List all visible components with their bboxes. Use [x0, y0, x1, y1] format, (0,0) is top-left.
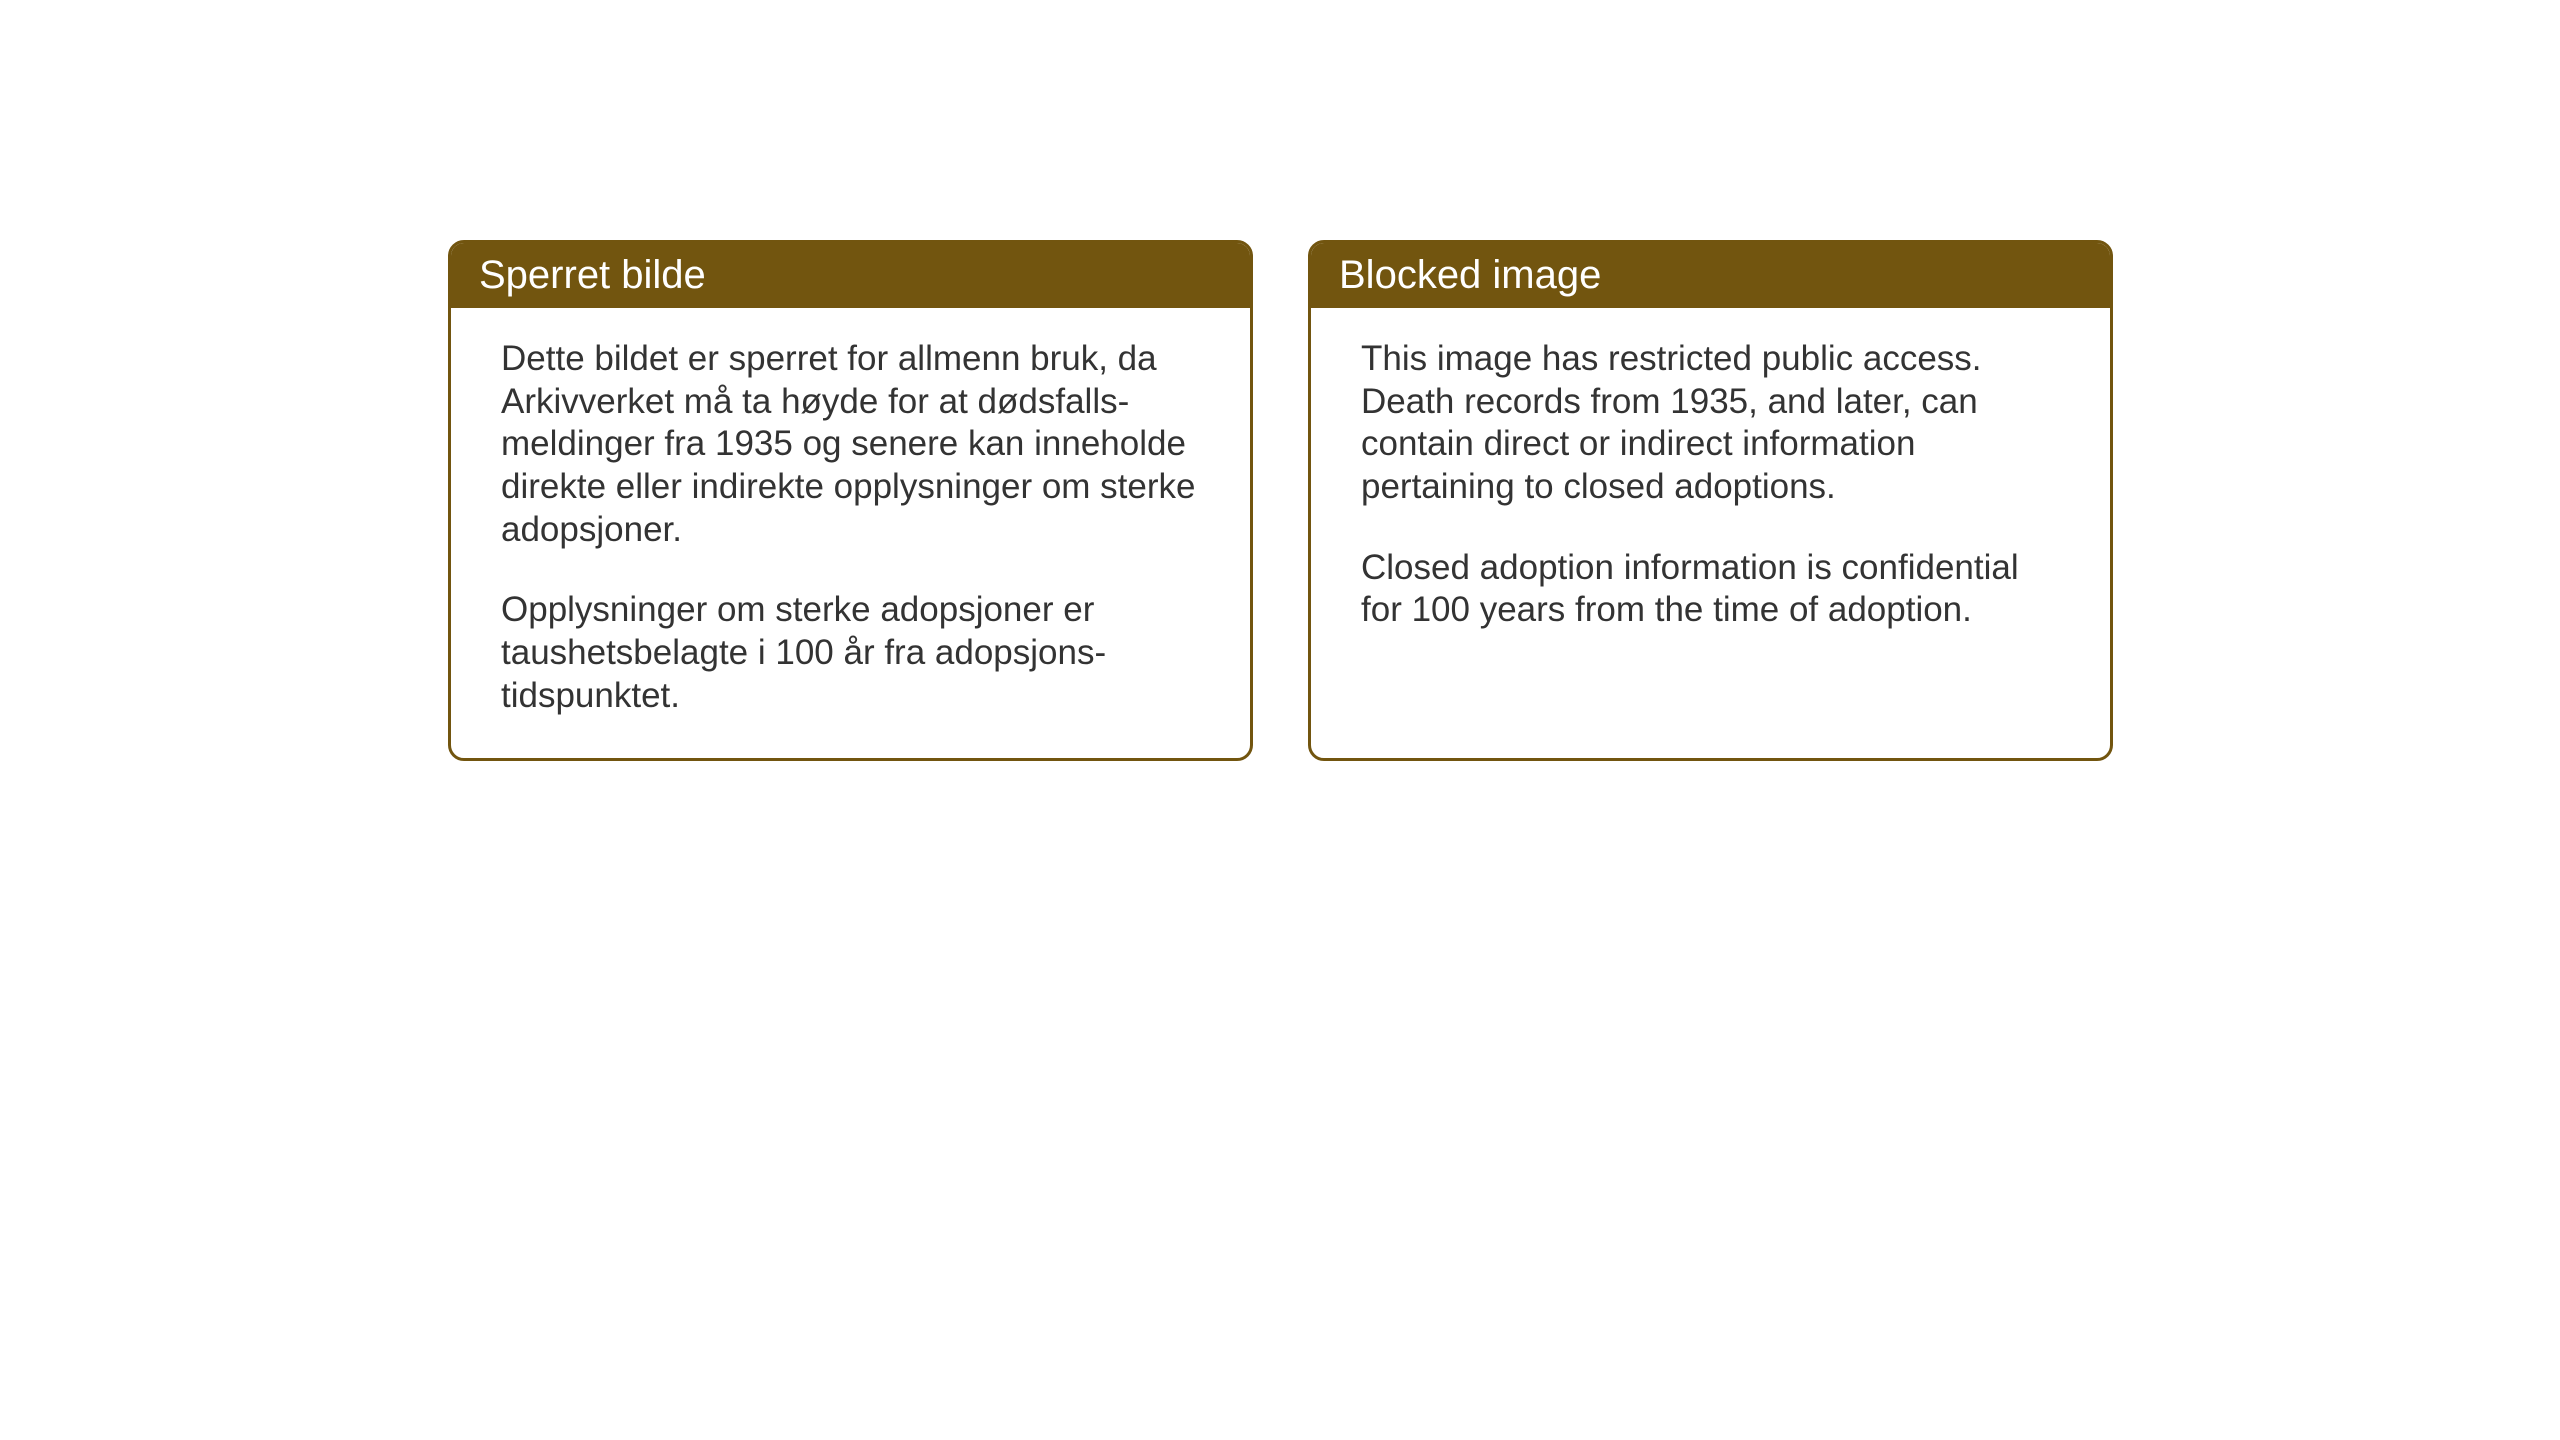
english-paragraph-1: This image has restricted public access.…	[1361, 338, 2060, 509]
english-card-header: Blocked image	[1311, 243, 2110, 308]
norwegian-paragraph-1: Dette bildet er sperret for allmenn bruk…	[501, 338, 1200, 551]
norwegian-paragraph-2: Opplysninger om sterke adopsjoner er tau…	[501, 589, 1200, 717]
norwegian-card-body: Dette bildet er sperret for allmenn bruk…	[451, 308, 1250, 758]
english-card: Blocked image This image has restricted …	[1308, 240, 2113, 761]
english-card-body: This image has restricted public access.…	[1311, 308, 2110, 722]
norwegian-card-title: Sperret bilde	[479, 253, 706, 297]
english-card-title: Blocked image	[1339, 253, 1601, 297]
norwegian-card: Sperret bilde Dette bildet er sperret fo…	[448, 240, 1253, 761]
english-paragraph-2: Closed adoption information is confident…	[1361, 547, 2060, 632]
cards-container: Sperret bilde Dette bildet er sperret fo…	[448, 240, 2113, 761]
norwegian-card-header: Sperret bilde	[451, 243, 1250, 308]
